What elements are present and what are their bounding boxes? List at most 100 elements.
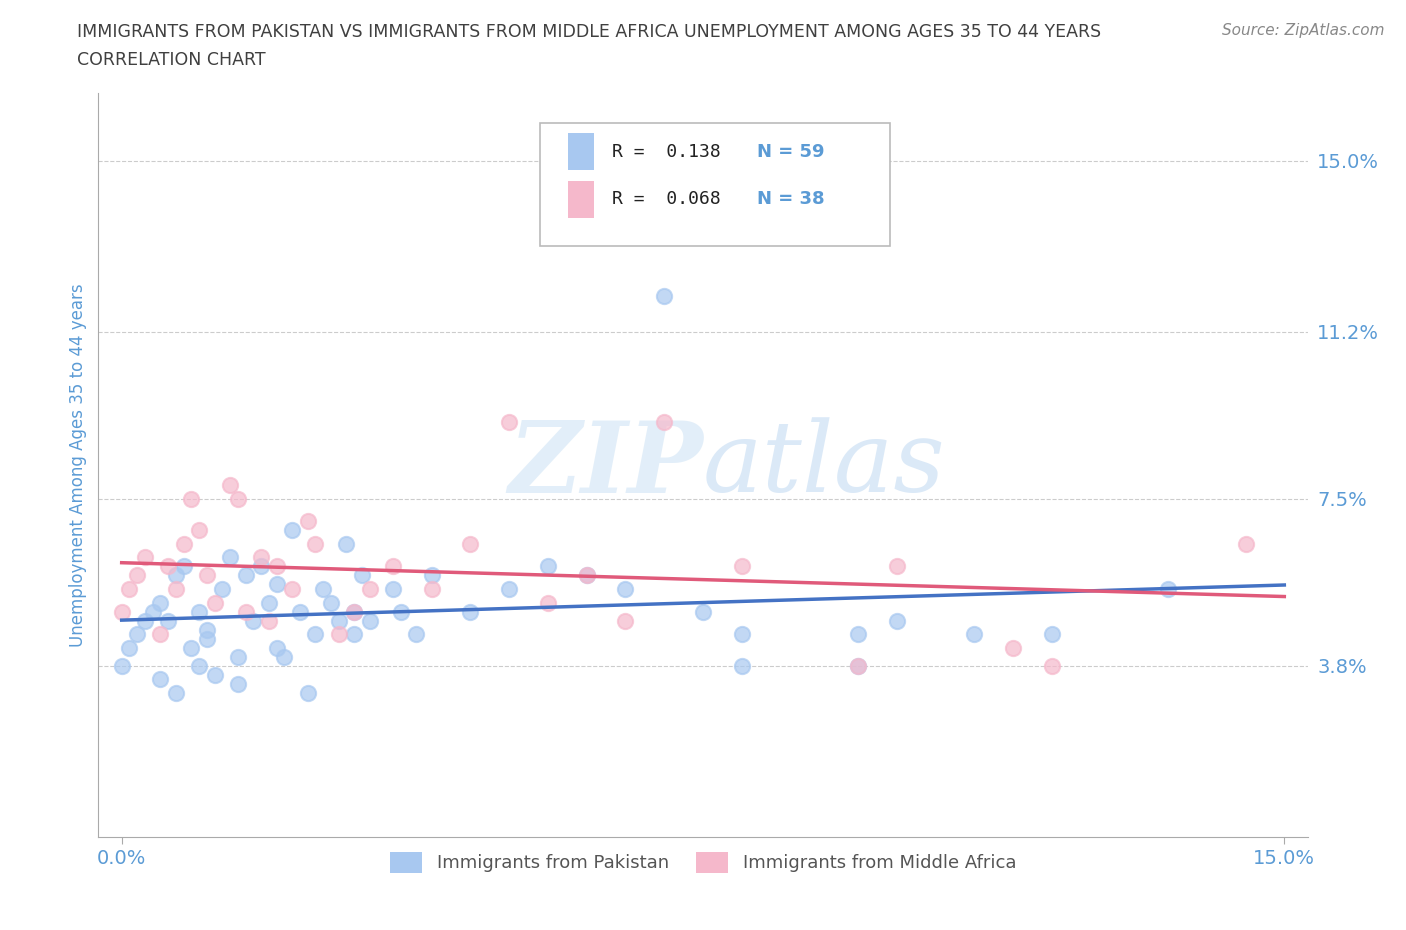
Point [142,604,165,619]
Point [149,671,172,686]
Point [157,559,180,574]
Text: IMMIGRANTS FROM PAKISTAN VS IMMIGRANTS FROM MIDDLE AFRICA UNEMPLOYMENT AMONG AGE: IMMIGRANTS FROM PAKISTAN VS IMMIGRANTS F… [77,23,1101,41]
Point [381,559,404,574]
Point [219,478,242,493]
Point [343,604,366,619]
Point [266,577,288,591]
Point [195,622,218,637]
Point [111,604,134,619]
Point [235,604,257,619]
Point [226,649,249,664]
Point [288,604,311,619]
Point [134,550,156,565]
Point [652,288,675,303]
Point [204,667,226,682]
Point [180,491,202,506]
Point [1040,658,1063,673]
Point [575,568,598,583]
Point [1040,627,1063,642]
Point [498,415,520,430]
Point [575,568,598,583]
Point [157,613,180,628]
Text: Source: ZipAtlas.com: Source: ZipAtlas.com [1222,23,1385,38]
Text: ZIP: ZIP [508,417,703,513]
Bar [568,133,595,170]
Point [846,658,869,673]
Point [188,604,211,619]
Point [652,415,675,430]
Point [118,581,141,596]
Bar [568,180,595,218]
Point [328,627,350,642]
Point [165,568,187,583]
Text: atlas: atlas [703,418,946,512]
Point [343,604,366,619]
Point [118,640,141,655]
Point [537,559,560,574]
Point [537,595,560,610]
Point [250,550,273,565]
Point [614,613,637,628]
Point [219,550,242,565]
Point [134,613,156,628]
Point [846,658,869,673]
Point [173,559,195,574]
Point [127,627,149,642]
Text: N = 59: N = 59 [758,143,825,161]
Point [420,581,443,596]
Text: R =  0.138: R = 0.138 [613,143,721,161]
Point [235,568,257,583]
Point [127,568,149,583]
Point [281,581,304,596]
Point [195,568,218,583]
Point [165,581,187,596]
Point [266,640,288,655]
Point [319,595,342,610]
Text: CORRELATION CHART: CORRELATION CHART [77,51,266,69]
Point [359,613,381,628]
Point [963,627,986,642]
Point [226,491,249,506]
Point [111,658,134,673]
Point [498,581,520,596]
Point [281,523,304,538]
Point [257,613,280,628]
Point [420,568,443,583]
Point [343,627,366,642]
FancyBboxPatch shape [540,123,890,246]
Point [257,595,280,610]
Point [188,523,211,538]
Point [614,581,637,596]
Point [381,581,404,596]
Point [195,631,218,646]
Point [165,685,187,700]
Point [335,537,357,551]
Point [405,627,427,642]
Point [389,604,412,619]
Point [211,581,233,596]
Point [1157,581,1180,596]
Point [297,685,319,700]
Point [350,568,373,583]
Text: R =  0.068: R = 0.068 [613,191,721,208]
Point [173,537,195,551]
Y-axis label: Unemployment Among Ages 35 to 44 years: Unemployment Among Ages 35 to 44 years [69,284,87,646]
Point [204,595,226,610]
Point [460,604,482,619]
Point [149,627,172,642]
Point [1234,537,1257,551]
Point [731,658,754,673]
Point [304,627,326,642]
Point [886,613,908,628]
Point [692,604,714,619]
Point [226,676,249,691]
Point [312,581,335,596]
Point [266,559,288,574]
Point [328,613,350,628]
Point [886,559,908,574]
Point [297,514,319,529]
Point [242,613,264,628]
Point [1002,640,1025,655]
Point [273,649,295,664]
Point [731,627,754,642]
